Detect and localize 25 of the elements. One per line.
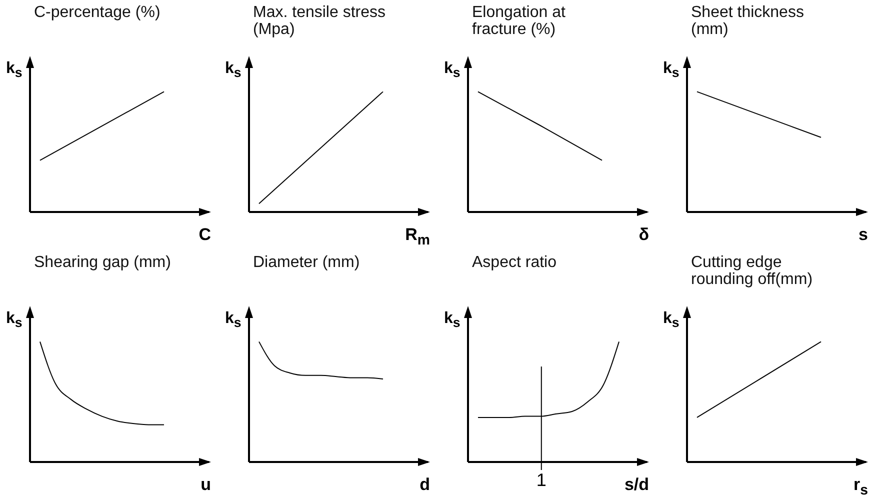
x-axis-title: r$_{s}$ bbox=[854, 475, 868, 498]
x-axis-title: R$_{m}$ bbox=[405, 225, 430, 248]
y-axis-title: k$_{s}$ bbox=[6, 60, 22, 80]
x-axis-title: C bbox=[198, 225, 211, 245]
y-axis-title: k$_{s}$ bbox=[225, 60, 242, 80]
chart-title: Elongation at fracture (%) bbox=[472, 4, 566, 38]
y-axis-title: k$_{s}$ bbox=[663, 310, 680, 330]
y-axis-title: k$_{s}$ bbox=[444, 310, 460, 330]
y-axis-title: k$_{s}$ bbox=[225, 310, 242, 330]
chart-title: Diameter (mm) bbox=[253, 254, 361, 271]
chart-title: Aspect ratio bbox=[472, 254, 558, 271]
y-axis-title: k$_{s}$ bbox=[444, 60, 460, 80]
chart-title: C-percentage (%) bbox=[34, 4, 162, 21]
y-axis-title: k$_{s}$ bbox=[663, 60, 680, 80]
x-axis-title: s bbox=[858, 225, 868, 245]
chart-title: Max. tensile stress (Mpa) bbox=[253, 4, 386, 38]
x-axis-title: δ bbox=[638, 225, 649, 245]
chart-title: Sheet thickness (mm) bbox=[691, 4, 805, 38]
x-axis-title: u bbox=[200, 475, 211, 495]
y-axis-title: k$_{s}$ bbox=[6, 310, 22, 330]
chart-title: Cutting edge rounding off(mm) bbox=[691, 254, 814, 288]
x-axis-title: d bbox=[420, 475, 430, 495]
text: 1 bbox=[536, 470, 546, 490]
x-axis-title: s/d bbox=[624, 475, 649, 495]
chart-title: Shearing gap (mm) bbox=[34, 254, 172, 271]
